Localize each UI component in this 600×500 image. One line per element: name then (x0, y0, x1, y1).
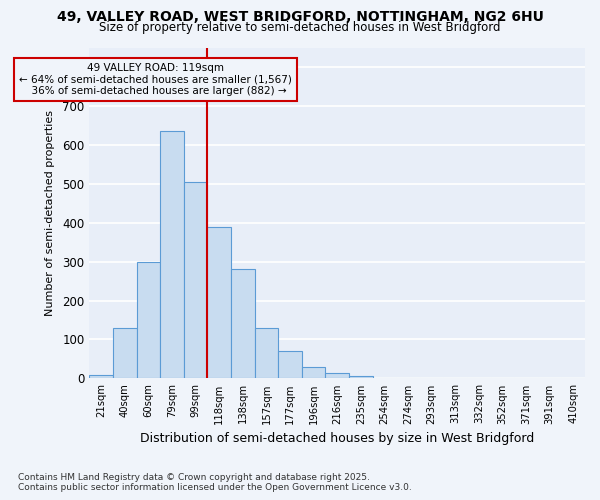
Bar (302, 367, 325, 378)
Text: 49, VALLEY ROAD, WEST BRIDGFORD, NOTTINGHAM, NG2 6HU: 49, VALLEY ROAD, WEST BRIDGFORD, NOTTING… (56, 10, 544, 24)
Bar (254, 328, 278, 378)
Bar (349, 376, 373, 378)
Bar (231, 270, 254, 378)
Bar (137, 262, 160, 378)
Bar (160, 131, 184, 378)
Text: Size of property relative to semi-detached houses in West Bridgford: Size of property relative to semi-detach… (99, 21, 501, 34)
X-axis label: Distribution of semi-detached houses by size in West Bridgford: Distribution of semi-detached houses by … (140, 432, 535, 445)
Bar (325, 372, 349, 378)
Bar (184, 182, 208, 378)
Text: 49 VALLEY ROAD: 119sqm
← 64% of semi-detached houses are smaller (1,567)
  36% o: 49 VALLEY ROAD: 119sqm ← 64% of semi-det… (19, 63, 292, 96)
Bar (278, 351, 302, 378)
Text: Contains HM Land Registry data © Crown copyright and database right 2025.
Contai: Contains HM Land Registry data © Crown c… (18, 473, 412, 492)
Y-axis label: Number of semi-detached properties: Number of semi-detached properties (46, 110, 55, 316)
Bar (113, 328, 137, 378)
Bar (208, 226, 231, 378)
Bar (89, 374, 113, 378)
